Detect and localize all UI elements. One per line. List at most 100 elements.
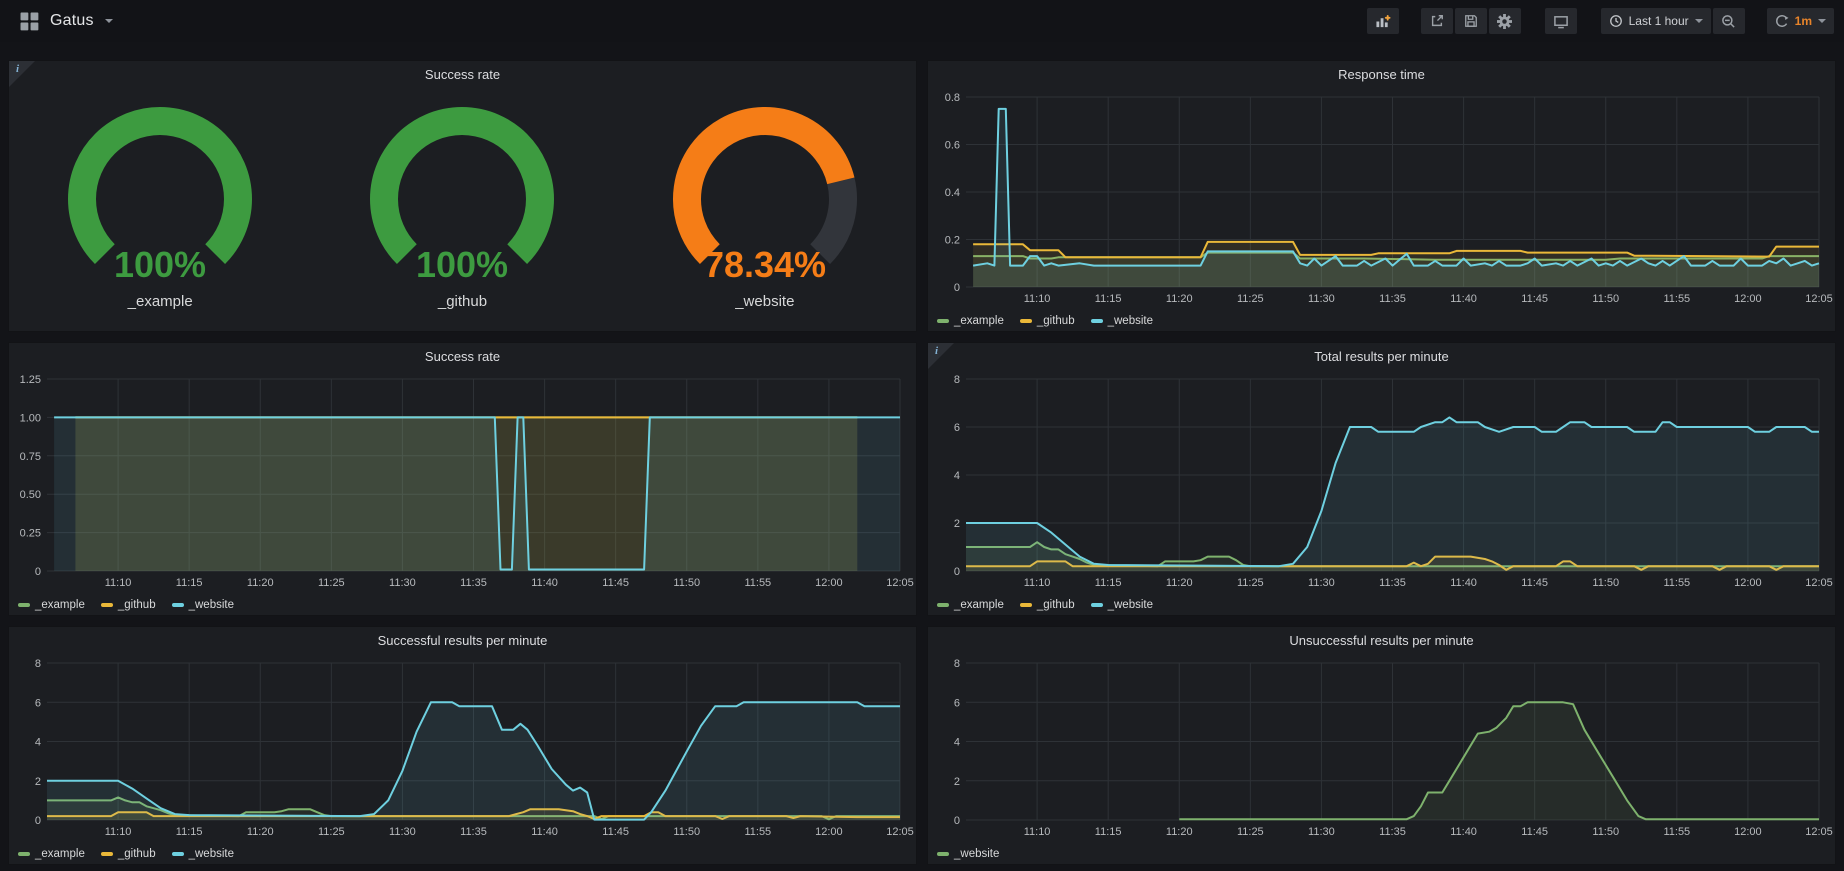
svg-text:11:50: 11:50 xyxy=(1592,826,1619,838)
panel-title[interactable]: Total results per minute xyxy=(928,343,1835,369)
svg-text:2: 2 xyxy=(954,776,960,788)
svg-text:6: 6 xyxy=(35,697,41,709)
legend-item-_website[interactable]: _website xyxy=(937,848,999,860)
svg-text:11:25: 11:25 xyxy=(1237,826,1264,838)
legend-item-_github[interactable]: _github xyxy=(101,848,156,860)
legend-item-_website[interactable]: _website xyxy=(1091,315,1153,327)
svg-text:11:15: 11:15 xyxy=(1095,293,1122,305)
svg-text:0.6: 0.6 xyxy=(945,140,960,152)
chart-canvas-successful-results[interactable]: 0246811:1011:1511:2011:2511:3011:3511:40… xyxy=(9,653,916,842)
legend-item-_example[interactable]: _example xyxy=(937,599,1004,611)
legend-label: _github xyxy=(118,848,156,860)
svg-text:11:55: 11:55 xyxy=(744,826,771,838)
settings-button[interactable] xyxy=(1489,8,1521,34)
svg-text:11:45: 11:45 xyxy=(602,577,629,589)
svg-text:0: 0 xyxy=(954,566,960,578)
legend-item-_website[interactable]: _website xyxy=(172,599,234,611)
svg-text:0: 0 xyxy=(954,815,960,827)
svg-text:11:10: 11:10 xyxy=(105,577,132,589)
save-button[interactable] xyxy=(1455,8,1487,34)
legend-swatch xyxy=(1091,603,1103,607)
panel-title[interactable]: Unsuccessful results per minute xyxy=(928,627,1835,653)
svg-text:0: 0 xyxy=(954,282,960,294)
legend-label: _website xyxy=(954,848,999,860)
panel-success-rate: Success rate 00.250.500.751.001.2511:101… xyxy=(8,342,917,616)
panel-title[interactable]: Success rate xyxy=(9,343,916,369)
zoom-out-button[interactable] xyxy=(1713,8,1745,34)
panel-title[interactable]: Successful results per minute xyxy=(9,627,916,653)
svg-text:11:20: 11:20 xyxy=(1166,577,1193,589)
share-button[interactable] xyxy=(1421,8,1453,34)
legend-item-_example[interactable]: _example xyxy=(937,315,1004,327)
legend-item-_github[interactable]: _github xyxy=(101,599,156,611)
svg-text:1.00: 1.00 xyxy=(20,412,41,424)
time-range-picker[interactable]: Last 1 hour xyxy=(1601,8,1711,34)
svg-text:11:10: 11:10 xyxy=(1024,826,1051,838)
svg-text:11:35: 11:35 xyxy=(460,826,487,838)
svg-text:0: 0 xyxy=(35,566,41,578)
svg-text:8: 8 xyxy=(35,658,41,670)
svg-text:11:40: 11:40 xyxy=(1450,577,1477,589)
top-navbar: Gatus xyxy=(0,0,1844,42)
panel-title[interactable]: Response time xyxy=(928,61,1835,87)
gauge-label: _website xyxy=(735,293,794,310)
legend-label: _website xyxy=(189,599,234,611)
gauge-label: _github xyxy=(438,293,487,310)
svg-text:11:10: 11:10 xyxy=(1024,293,1051,305)
legend-label: _example xyxy=(35,848,85,860)
svg-text:0: 0 xyxy=(35,815,41,827)
legend-item-_website[interactable]: _website xyxy=(1091,599,1153,611)
legend-label: _website xyxy=(189,848,234,860)
add-panel-icon xyxy=(1375,14,1391,29)
legend-item-_github[interactable]: _github xyxy=(1020,315,1075,327)
chart-canvas-total-results[interactable]: 0246811:1011:1511:2011:2511:3011:3511:40… xyxy=(928,369,1835,593)
svg-text:0.50: 0.50 xyxy=(20,489,41,501)
panel-response-time: Response time 00.20.40.60.811:1011:1511:… xyxy=(927,60,1836,332)
tv-cycle-button[interactable] xyxy=(1545,8,1577,34)
refresh-picker[interactable]: 1m xyxy=(1767,8,1834,34)
dashboard-title-caret-icon[interactable] xyxy=(105,19,113,23)
refresh-caret-icon xyxy=(1818,19,1826,23)
svg-text:11:15: 11:15 xyxy=(1095,826,1122,838)
svg-text:11:10: 11:10 xyxy=(1024,577,1051,589)
svg-text:11:55: 11:55 xyxy=(1663,826,1690,838)
svg-text:11:30: 11:30 xyxy=(389,577,416,589)
panel-title[interactable]: Success rate xyxy=(9,61,916,87)
gauge-_website: 78.34% _website xyxy=(614,87,916,331)
legend-label: _github xyxy=(118,599,156,611)
chart-canvas-unsuccessful-results[interactable]: 0246811:1011:1511:2011:2511:3011:3511:40… xyxy=(928,653,1835,842)
gear-icon xyxy=(1497,14,1512,29)
svg-text:11:10: 11:10 xyxy=(105,826,132,838)
svg-text:11:15: 11:15 xyxy=(176,577,203,589)
svg-text:11:55: 11:55 xyxy=(1663,293,1690,305)
legend-item-_example[interactable]: _example xyxy=(18,848,85,860)
gauge-_example: 100%_example xyxy=(9,87,311,331)
svg-text:11:30: 11:30 xyxy=(1308,293,1335,305)
legend-item-_example[interactable]: _example xyxy=(18,599,85,611)
chart-canvas-success-rate[interactable]: 00.250.500.751.001.2511:1011:1511:2011:2… xyxy=(9,369,916,593)
legend-item-_github[interactable]: _github xyxy=(1020,599,1075,611)
legend-label: _website xyxy=(1108,315,1153,327)
dashboard-title[interactable]: Gatus xyxy=(50,12,94,30)
svg-text:11:45: 11:45 xyxy=(602,826,629,838)
panel-info-icon[interactable] xyxy=(9,61,35,87)
chart-canvas-response-time[interactable]: 00.20.40.60.811:1011:1511:2011:2511:3011… xyxy=(928,87,1835,309)
svg-text:11:50: 11:50 xyxy=(673,577,700,589)
svg-text:12:05: 12:05 xyxy=(1805,826,1833,838)
refresh-icon xyxy=(1775,14,1789,28)
tv-monitor-icon xyxy=(1553,14,1569,29)
apps-grid-icon[interactable] xyxy=(20,12,39,31)
panel-info-icon[interactable] xyxy=(928,343,954,369)
add-panel-button[interactable] xyxy=(1367,8,1399,34)
svg-text:11:15: 11:15 xyxy=(176,826,203,838)
svg-text:4: 4 xyxy=(954,470,960,482)
legend-item-_website[interactable]: _website xyxy=(172,848,234,860)
svg-text:6: 6 xyxy=(954,422,960,434)
svg-text:12:00: 12:00 xyxy=(1734,577,1762,589)
svg-text:0.25: 0.25 xyxy=(20,528,41,540)
svg-text:11:45: 11:45 xyxy=(1521,826,1548,838)
svg-text:11:40: 11:40 xyxy=(1450,826,1477,838)
gauge-value: 78.34% xyxy=(704,244,826,285)
svg-text:11:55: 11:55 xyxy=(744,577,771,589)
time-range-caret-icon xyxy=(1695,19,1703,23)
